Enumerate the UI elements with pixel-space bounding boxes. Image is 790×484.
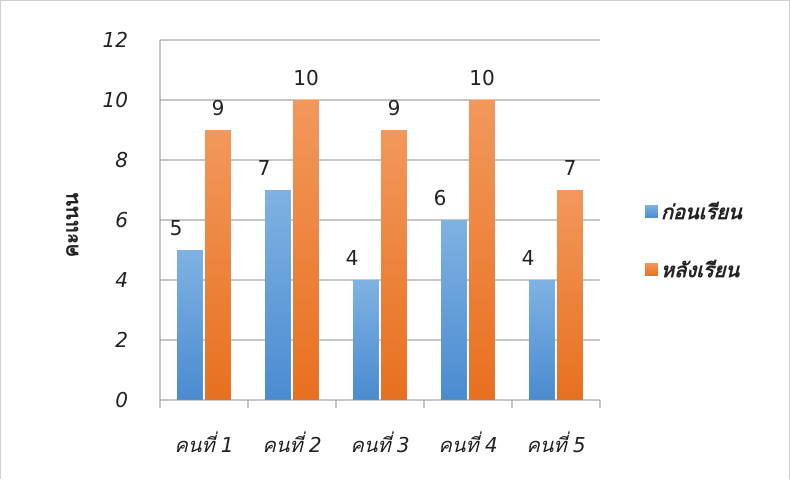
x-category-label: คนที่ 3 xyxy=(350,431,409,457)
labels: 0 2 4 6 8 10 12 5 9 คนที่ 1 7 10 คนที่ 2 4 9 คนที่ 3 6 10… xyxy=(103,28,586,457)
data-label: 10 xyxy=(293,66,318,90)
legend-label-after: หลังเรียน xyxy=(661,258,741,282)
bar-after xyxy=(557,190,583,400)
data-label: 10 xyxy=(469,66,494,90)
legend-swatch-before xyxy=(645,205,658,218)
y-tick-label: 12 xyxy=(103,28,128,52)
data-label: 4 xyxy=(346,246,359,270)
bar-before xyxy=(353,280,379,400)
data-label: 7 xyxy=(564,156,577,180)
y-tick-label: 0 xyxy=(115,388,128,412)
bar-after xyxy=(469,100,495,400)
bar-before xyxy=(441,220,467,400)
y-tick-label: 2 xyxy=(115,328,128,352)
x-category-label: คนที่ 2 xyxy=(262,431,321,457)
data-label: 5 xyxy=(170,216,183,240)
legend-label-before: ก่อนเรียน xyxy=(661,200,743,224)
x-category-label: คนที่ 5 xyxy=(526,431,585,457)
data-label: 4 xyxy=(522,246,535,270)
data-label: 9 xyxy=(212,96,225,120)
bar-before xyxy=(529,280,555,400)
data-label: 9 xyxy=(388,96,401,120)
bar-after xyxy=(381,130,407,400)
axes xyxy=(159,40,601,408)
y-tick-label: 8 xyxy=(115,148,128,172)
y-tick-label: 10 xyxy=(103,88,128,112)
y-tick-label: 4 xyxy=(115,268,128,292)
gridlines xyxy=(160,39,600,341)
bars xyxy=(177,100,583,400)
bar-before xyxy=(177,250,203,400)
data-label: 6 xyxy=(434,186,447,210)
x-category-label: คนที่ 4 xyxy=(438,431,497,457)
bar-after xyxy=(293,100,319,400)
x-category-label: คนที่ 1 xyxy=(174,431,233,457)
y-axis-title: คะแนน xyxy=(59,192,83,257)
y-tick-label: 6 xyxy=(115,208,128,232)
frame-left-border xyxy=(0,0,1,479)
frame-top-border xyxy=(0,0,790,1)
bar-before xyxy=(265,190,291,400)
legend-swatch-after xyxy=(645,263,658,276)
bar-after xyxy=(205,130,231,400)
data-label: 7 xyxy=(258,156,271,180)
